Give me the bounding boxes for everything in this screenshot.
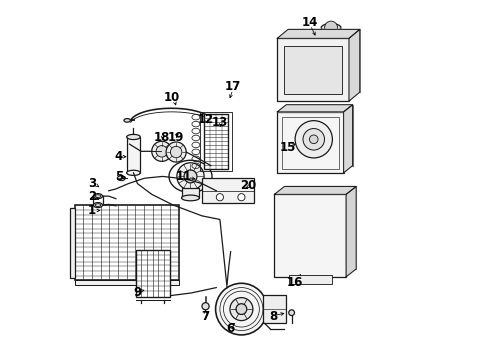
Text: 16: 16 — [287, 276, 303, 289]
Ellipse shape — [124, 118, 130, 122]
Text: 13: 13 — [212, 116, 228, 129]
Text: 18: 18 — [153, 131, 170, 144]
Polygon shape — [285, 186, 356, 269]
Text: 5: 5 — [115, 170, 123, 183]
Bar — [200, 112, 232, 171]
Circle shape — [216, 194, 223, 201]
Text: 7: 7 — [201, 310, 210, 323]
Circle shape — [238, 194, 245, 201]
Polygon shape — [288, 30, 360, 92]
Text: 4: 4 — [115, 150, 123, 163]
Circle shape — [184, 170, 197, 183]
Ellipse shape — [117, 176, 125, 180]
Text: 3: 3 — [88, 177, 96, 190]
Text: 15: 15 — [280, 141, 296, 154]
Bar — [289, 275, 332, 284]
Text: 11: 11 — [176, 170, 192, 183]
Ellipse shape — [213, 118, 219, 122]
Text: 9: 9 — [133, 287, 142, 300]
Circle shape — [324, 21, 338, 34]
Bar — [274, 194, 346, 277]
Polygon shape — [349, 30, 360, 101]
Circle shape — [216, 283, 267, 335]
Circle shape — [310, 135, 318, 144]
Bar — [285, 45, 342, 94]
Bar — [202, 178, 254, 203]
Polygon shape — [346, 186, 356, 277]
Text: 1: 1 — [88, 204, 96, 217]
Bar — [126, 137, 140, 173]
Text: 14: 14 — [301, 16, 318, 29]
Text: 12: 12 — [197, 113, 214, 126]
Polygon shape — [277, 30, 360, 39]
Ellipse shape — [94, 194, 102, 199]
Text: 20: 20 — [241, 179, 257, 192]
Ellipse shape — [321, 24, 341, 32]
Circle shape — [230, 298, 253, 320]
Circle shape — [152, 141, 172, 161]
Text: 19: 19 — [168, 131, 184, 144]
Circle shape — [236, 304, 247, 315]
Polygon shape — [343, 105, 353, 173]
Text: 2: 2 — [88, 190, 96, 203]
Bar — [204, 114, 228, 169]
Circle shape — [289, 310, 294, 316]
Bar — [70, 208, 74, 278]
Bar — [74, 280, 179, 285]
Ellipse shape — [181, 195, 199, 201]
Polygon shape — [274, 186, 356, 194]
Ellipse shape — [126, 170, 140, 175]
Polygon shape — [286, 105, 353, 166]
Ellipse shape — [95, 204, 100, 207]
Text: 6: 6 — [226, 322, 235, 335]
Ellipse shape — [95, 195, 100, 198]
Text: 10: 10 — [163, 91, 180, 104]
Circle shape — [177, 163, 204, 190]
Bar — [74, 205, 179, 280]
Bar — [277, 39, 349, 101]
Bar — [282, 117, 339, 168]
Circle shape — [303, 129, 324, 150]
Bar — [277, 112, 343, 173]
Circle shape — [171, 146, 182, 158]
Circle shape — [202, 303, 209, 310]
Text: 8: 8 — [270, 310, 278, 323]
Bar — [181, 188, 199, 198]
Bar — [263, 295, 286, 323]
Ellipse shape — [169, 160, 212, 193]
Polygon shape — [277, 105, 353, 112]
Circle shape — [295, 121, 332, 158]
Circle shape — [156, 145, 168, 157]
Circle shape — [166, 142, 186, 162]
Text: 17: 17 — [224, 80, 241, 93]
Ellipse shape — [94, 203, 102, 208]
Bar — [136, 250, 170, 297]
Ellipse shape — [126, 134, 140, 140]
